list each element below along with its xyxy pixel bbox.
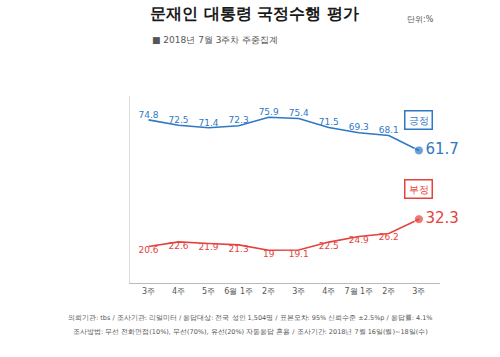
svg-text:3주: 3주 (292, 287, 305, 296)
svg-text:75.9: 75.9 (259, 107, 279, 117)
svg-text:69.3: 69.3 (349, 122, 369, 132)
svg-text:20.6: 20.6 (138, 245, 158, 255)
svg-text:75.4: 75.4 (289, 108, 309, 118)
svg-text:71.4: 71.4 (199, 118, 219, 128)
svg-text:문재인 대통령 국정수행 평가: 문재인 대통령 국정수행 평가 (150, 4, 359, 23)
svg-text:72.5: 72.5 (169, 115, 189, 125)
svg-text:22.6: 22.6 (169, 241, 189, 251)
svg-text:72.3: 72.3 (229, 115, 249, 125)
svg-text:4주: 4주 (322, 287, 335, 296)
svg-text:68.1: 68.1 (379, 125, 399, 135)
svg-text:26.2: 26.2 (379, 232, 399, 242)
svg-text:21.3: 21.3 (229, 244, 249, 254)
svg-text:2주: 2주 (262, 287, 275, 296)
svg-text:61.7: 61.7 (426, 140, 459, 158)
svg-text:4주: 4주 (172, 287, 185, 296)
svg-text:21.9: 21.9 (199, 242, 219, 252)
svg-text:71.5: 71.5 (319, 117, 339, 127)
svg-text:조사방법: 무선 전화면접(10%), 무선(70%), 유: 조사방법: 무선 전화면접(10%), 무선(70%), 유선(20%) 자동응… (73, 328, 428, 336)
svg-text:6월 1주: 6월 1주 (224, 287, 253, 296)
svg-text:3주: 3주 (412, 287, 425, 296)
svg-text:2주: 2주 (382, 287, 395, 296)
svg-text:22.5: 22.5 (319, 241, 339, 251)
svg-text:19.1: 19.1 (289, 249, 309, 259)
svg-text:24.9: 24.9 (349, 235, 369, 245)
svg-text:부정: 부정 (409, 184, 429, 195)
svg-text:74.8: 74.8 (138, 110, 158, 120)
svg-text:19: 19 (263, 249, 275, 259)
svg-text:긍정: 긍정 (409, 115, 429, 126)
svg-text:32.3: 32.3 (426, 209, 459, 227)
svg-text:7월 1주: 7월 1주 (344, 287, 373, 296)
svg-text:5주: 5주 (202, 287, 215, 296)
svg-text:3주: 3주 (142, 287, 155, 296)
svg-text:■ 2018년 7월 3주차 주중집계: ■ 2018년 7월 3주차 주중집계 (152, 35, 278, 45)
svg-text:의뢰기관: tbs / 조사기관: 리얼미터 / 응답대상:: 의뢰기관: tbs / 조사기관: 리얼미터 / 응답대상: 전국 성인 1,5… (68, 314, 433, 322)
svg-text:단위:%: 단위:% (407, 15, 434, 24)
